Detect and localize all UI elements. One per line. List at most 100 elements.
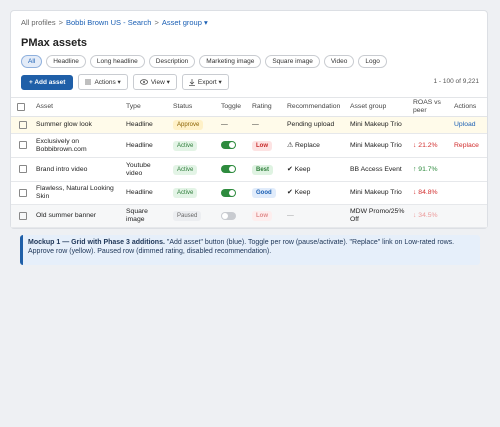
add-asset-button[interactable]: + Add asset <box>21 74 74 90</box>
toggle-knob <box>229 189 235 196</box>
column-header: Asset group <box>347 97 410 117</box>
filter-chip[interactable]: Headline <box>46 55 86 68</box>
toggle-cell <box>218 157 249 182</box>
note-heading: Mockup 1 — Grid with Phase 3 additions. <box>28 239 165 246</box>
asset-type: Headline <box>123 116 170 134</box>
breadcrumb-separator: > <box>58 18 63 27</box>
asset-name: Summer glow look <box>33 116 123 134</box>
toggle-switch[interactable] <box>221 188 236 197</box>
filter-chip[interactable]: Marketing image <box>199 55 262 68</box>
status-cell: Active <box>170 133 218 158</box>
rating-cell: Low <box>249 133 284 158</box>
asset-name: Exclusively on Bobbibrown.com <box>33 133 123 158</box>
filter-chip[interactable]: All <box>21 55 43 68</box>
checkbox-cell <box>11 181 33 205</box>
action-link[interactable]: Replace <box>454 141 479 149</box>
status-cell: Active <box>170 181 218 205</box>
column-header: Type <box>123 97 170 117</box>
page-title: PMax assets <box>21 37 88 49</box>
asset-group: Mini Makeup Trio <box>347 181 410 205</box>
asset-row: Brand intro video Youtube video Active Best… <box>11 157 487 182</box>
checkbox[interactable] <box>19 188 27 197</box>
column-header: Asset <box>33 97 123 117</box>
status-cell: Active <box>170 157 218 182</box>
toggle-switch[interactable] <box>221 165 236 174</box>
toggle-cell <box>218 181 249 205</box>
toggle-knob <box>229 166 235 173</box>
toggle-cell <box>218 133 249 158</box>
roas-cell: ↓ 21.2% <box>410 133 451 158</box>
roas-cell: ↓ 84.8% <box>410 181 451 205</box>
actions-cell <box>451 204 487 228</box>
breadcrumb-item[interactable]: All profiles <box>21 18 56 27</box>
roas-cell: ↑ 91.7% <box>410 157 451 182</box>
asset-type: Headline <box>123 133 170 158</box>
checkbox[interactable] <box>19 141 27 150</box>
filter-chip[interactable]: Square image <box>265 55 320 68</box>
assets-table: Asset Type Status Toggle Rating Recommendatio… <box>11 97 487 228</box>
recommendation: Pending upload <box>284 116 347 134</box>
actions-cell <box>451 181 487 205</box>
checkbox[interactable] <box>19 165 27 174</box>
checkbox-cell <box>11 157 33 182</box>
rating-text: — <box>252 121 259 128</box>
checkbox-cell <box>11 133 33 158</box>
asset-group: MDW Promo/25% Off <box>347 204 410 228</box>
note-text: "Add asset" button (blue). Toggle per ro… <box>28 239 455 255</box>
action-link[interactable]: Upload <box>454 121 476 128</box>
filter-chip[interactable]: Video <box>323 55 355 68</box>
toggle-knob <box>222 212 228 219</box>
asset-name: Brand intro video <box>33 157 123 182</box>
rating-badge: Low <box>252 211 272 221</box>
roas-cell: ↓ 34.5% <box>410 204 451 228</box>
rating-cell: Best <box>249 157 284 182</box>
asset-type: Square image <box>123 204 170 228</box>
actions-label: Actions ▾ <box>94 79 121 86</box>
toggle-switch[interactable] <box>221 141 236 150</box>
filter-chips: All Headline Long headline Description Marke… <box>21 55 387 68</box>
filter-chip[interactable]: Description <box>148 55 196 68</box>
recommendation: ✔ Keep <box>284 157 347 182</box>
toggle-cell: — <box>218 116 249 134</box>
checkbox[interactable] <box>17 102 25 111</box>
actions-button[interactable]: Actions ▾ <box>78 74 128 90</box>
pagination: 1 - 100 of 9,221 <box>433 78 479 85</box>
actions-cell: Replace <box>451 133 487 158</box>
toggle-cell <box>218 204 249 228</box>
recommendation: ⚠ Replace <box>284 133 347 158</box>
checkbox[interactable] <box>19 120 27 129</box>
asset-type: Headline <box>123 181 170 205</box>
column-header: Status <box>170 97 218 117</box>
rating-badge: Good <box>252 188 276 198</box>
view-button[interactable]: View ▾ <box>132 74 177 90</box>
assets-card: All profiles > Bobbi Brown US - Search > Ass… <box>10 10 488 229</box>
asset-name: Flawless, Natural Looking Skin <box>33 181 123 205</box>
rating-badge: Low <box>252 140 272 151</box>
toolbar: + Add asset Actions ▾ View ▾ Export ▾ <box>21 74 229 90</box>
column-header: Actions <box>451 97 487 117</box>
asset-row: Summer glow look Headline Approve — — Pending… <box>11 116 487 134</box>
column-header: ROAS vs peer <box>410 97 451 117</box>
filter-chip[interactable]: Long headline <box>89 55 145 68</box>
rating-badge: Best <box>252 164 274 175</box>
rating-cell: — <box>249 116 284 134</box>
checkbox-cell <box>11 116 33 134</box>
toggle-switch[interactable] <box>221 211 236 220</box>
checkbox[interactable] <box>19 211 27 220</box>
status-badge: Active <box>173 140 198 151</box>
status-badge: Active <box>173 164 198 175</box>
breadcrumb-item[interactable]: Bobbi Brown US - Search <box>66 18 152 27</box>
actions-cell <box>451 157 487 182</box>
recommendation: ✔ Keep <box>284 181 347 205</box>
rating-cell: Good <box>249 181 284 205</box>
status-badge: Approve <box>173 120 204 130</box>
asset-group: BB Access Event <box>347 157 410 182</box>
asset-row: Old summer banner Square image Paused Low — M… <box>11 204 487 228</box>
roas-value: ↓ 21.2% <box>413 141 438 149</box>
breadcrumb-item[interactable]: Asset group ▾ <box>161 18 208 27</box>
filter-chip[interactable]: Logo <box>358 55 387 68</box>
asset-group: Mini Makeup Trio <box>347 133 410 158</box>
export-button[interactable]: Export ▾ <box>181 74 229 90</box>
status-badge: Active <box>173 188 198 198</box>
